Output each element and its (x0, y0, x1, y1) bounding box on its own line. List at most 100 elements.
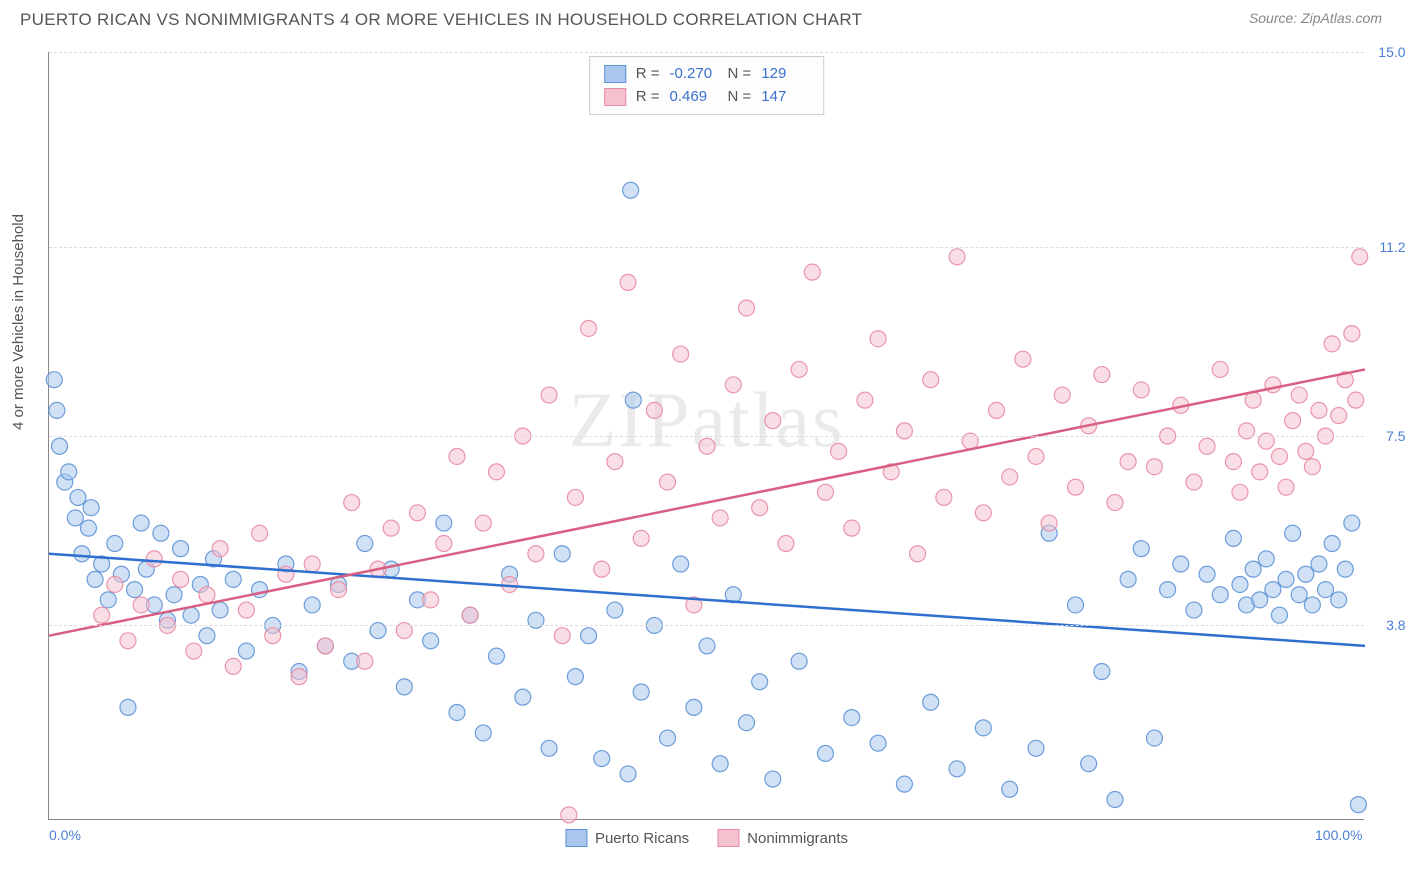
scatter-point (1212, 361, 1228, 377)
scatter-point (752, 674, 768, 690)
scatter-point (1298, 566, 1314, 582)
scatter-point (1081, 756, 1097, 772)
scatter-point (1285, 525, 1301, 541)
scatter-point (396, 679, 412, 695)
scatter-point (541, 740, 557, 756)
ytick-label: 7.5% (1386, 428, 1406, 444)
scatter-point (1028, 740, 1044, 756)
chart-title: PUERTO RICAN VS NONIMMIGRANTS 4 OR MORE … (20, 10, 862, 30)
scatter-point (436, 536, 452, 552)
scatter-point (1067, 597, 1083, 613)
scatter-point (1212, 587, 1228, 603)
scatter-point (225, 658, 241, 674)
scatter-point (1252, 464, 1268, 480)
scatter-point (515, 689, 531, 705)
scatter-point (673, 556, 689, 572)
scatter-point (633, 530, 649, 546)
scatter-point (1258, 551, 1274, 567)
scatter-point (1245, 392, 1261, 408)
ytick-label: 11.2% (1379, 239, 1406, 255)
scatter-point (712, 510, 728, 526)
scatter-point (146, 551, 162, 567)
scatter-point (100, 592, 116, 608)
scatter-point (936, 489, 952, 505)
scatter-point (1291, 387, 1307, 403)
scatter-point (1041, 515, 1057, 531)
scatter-point (1107, 792, 1123, 808)
scatter-point (1278, 479, 1294, 495)
scatter-point (436, 515, 452, 531)
scatter-point (252, 525, 268, 541)
scatter-point (1352, 249, 1368, 265)
legend-bottom: Puerto Ricans Nonimmigrants (565, 829, 848, 847)
scatter-point (1160, 582, 1176, 598)
scatter-point (83, 500, 99, 516)
scatter-point (423, 633, 439, 649)
scatter-point (791, 361, 807, 377)
scatter-point (1318, 582, 1334, 598)
scatter-point (1094, 367, 1110, 383)
scatter-point (199, 628, 215, 644)
scatter-point (1225, 530, 1241, 546)
scatter-point (488, 464, 504, 480)
scatter-point (1344, 326, 1360, 342)
scatter-point (1133, 382, 1149, 398)
scatter-point (70, 489, 86, 505)
scatter-point (317, 638, 333, 654)
scatter-point (1245, 561, 1261, 577)
scatter-point (699, 438, 715, 454)
scatter-point (1002, 469, 1018, 485)
scatter-point (1186, 602, 1202, 618)
scatter-point (475, 515, 491, 531)
scatter-point (186, 643, 202, 659)
scatter-point (910, 546, 926, 562)
scatter-point (304, 556, 320, 572)
scatter-point (1271, 448, 1287, 464)
scatter-point (61, 464, 77, 480)
trend-line (49, 554, 1365, 646)
scatter-point (1311, 556, 1327, 572)
scatter-point (1232, 576, 1248, 592)
scatter-point (1298, 443, 1314, 459)
scatter-point (1344, 515, 1360, 531)
source-attribution: Source: ZipAtlas.com (1249, 10, 1382, 26)
scatter-point (173, 541, 189, 557)
scatter-point (554, 628, 570, 644)
scatter-point (80, 520, 96, 536)
scatter-point (409, 505, 425, 521)
scatter-point (238, 643, 254, 659)
scatter-point (1331, 592, 1347, 608)
scatter-point (1350, 797, 1366, 813)
scatter-point (1015, 351, 1031, 367)
scatter-point (1199, 566, 1215, 582)
scatter-point (949, 761, 965, 777)
scatter-point (173, 571, 189, 587)
scatter-point (625, 392, 641, 408)
scatter-point (567, 669, 583, 685)
scatter-point (357, 653, 373, 669)
scatter-point (594, 561, 610, 577)
scatter-point (120, 699, 136, 715)
scatter-point (107, 536, 123, 552)
scatter-point (1265, 582, 1281, 598)
scatter-point (554, 546, 570, 562)
scatter-point (949, 249, 965, 265)
scatter-point (87, 571, 103, 587)
legend-swatch-1 (565, 829, 587, 847)
scatter-point (738, 300, 754, 316)
legend-item-series2: Nonimmigrants (717, 829, 848, 847)
scatter-point (673, 346, 689, 362)
scatter-point (1120, 571, 1136, 587)
gridline (49, 52, 1364, 53)
gridline (49, 625, 1364, 626)
scatter-point (1252, 592, 1268, 608)
scatter-point (660, 730, 676, 746)
scatter-point (581, 320, 597, 336)
scatter-point (699, 638, 715, 654)
scatter-point (1225, 454, 1241, 470)
scatter-point (646, 402, 662, 418)
scatter-point (127, 582, 143, 598)
scatter-point (1028, 448, 1044, 464)
scatter-point (989, 402, 1005, 418)
scatter-point (133, 597, 149, 613)
